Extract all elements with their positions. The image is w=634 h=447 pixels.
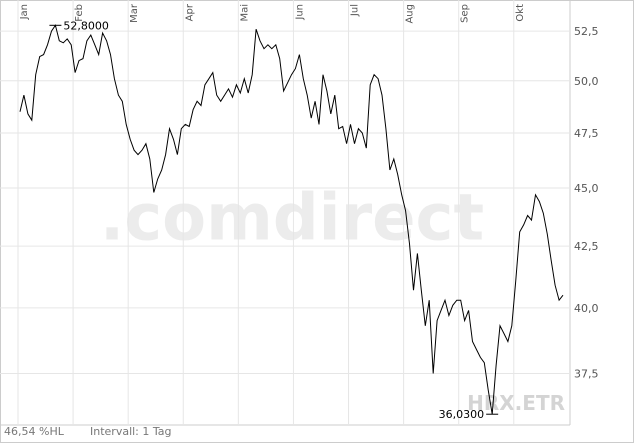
price-line: [19, 24, 564, 415]
x-tick-label: Sep: [460, 4, 471, 23]
symbol: HRX.ETR: [467, 391, 565, 415]
x-tick-label: Mai: [239, 4, 250, 22]
x-tick-label: Aug: [405, 4, 416, 24]
x-tick-label: Mar: [129, 3, 140, 23]
y-tick-label: 50,0: [574, 75, 599, 88]
low-label: 36,0300: [439, 408, 485, 421]
x-tick-label: Jun: [294, 4, 305, 21]
y-tick-label: 47,5: [574, 127, 599, 140]
high-label: 52,8000: [63, 19, 108, 32]
watermark: .comdirect: [100, 182, 484, 256]
y-tick-label: 37,5: [574, 368, 599, 381]
x-tick-label: Okt: [515, 4, 526, 22]
y-tick-label: 42,5: [574, 240, 599, 253]
y-tick-label: 52,5: [574, 25, 599, 38]
x-tick-label: Apr: [184, 3, 195, 21]
footer-interval: Intervall: 1 Tag: [90, 425, 172, 438]
x-tick-label: Jan: [19, 4, 30, 20]
x-tick-label: Feb: [74, 4, 85, 22]
footer-hl: 46,54 %HL: [4, 425, 65, 438]
x-tick-label: Jul: [350, 4, 361, 17]
y-tick-label: 40,0: [574, 302, 599, 315]
y-tick-label: 45,0: [574, 182, 599, 195]
